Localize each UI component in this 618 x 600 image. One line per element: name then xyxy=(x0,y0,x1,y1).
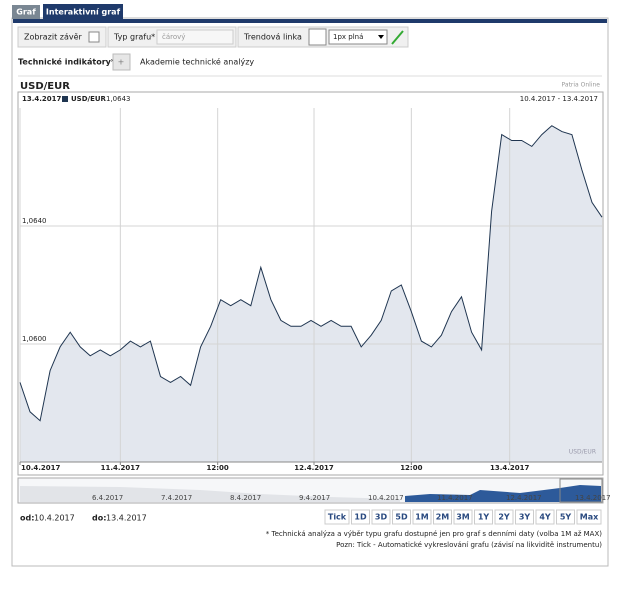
navigator-label: 8.4.2017 xyxy=(230,494,261,502)
period-label[interactable]: 5Y xyxy=(560,513,572,522)
tab-bar xyxy=(13,19,607,23)
select[interactable] xyxy=(328,29,388,45)
x-tick-label: 10.4.2017 xyxy=(21,464,61,472)
header-value: 1,0643 xyxy=(106,95,131,103)
period-button[interactable] xyxy=(392,509,411,525)
navigator-label: 9.4.2017 xyxy=(299,494,330,502)
period-button[interactable] xyxy=(433,509,452,525)
navigator-label: 7.4.2017 xyxy=(161,494,192,502)
navigator-selected xyxy=(405,485,601,502)
period-button[interactable] xyxy=(474,509,493,525)
arrow xyxy=(378,35,384,39)
y-tick-label: 1,0600 xyxy=(22,335,47,343)
navigator-label: 11.4.2017 xyxy=(437,494,473,502)
line xyxy=(19,125,603,422)
period-label[interactable]: 1D xyxy=(354,513,367,522)
period-button[interactable] xyxy=(371,509,391,525)
navigator-label: 6.4.2017 xyxy=(92,494,123,502)
period-button[interactable] xyxy=(453,509,473,525)
navigator-label: 13.4.2017 xyxy=(575,494,611,502)
period-label[interactable]: 3D xyxy=(375,513,388,522)
color-box[interactable] xyxy=(308,28,327,46)
period-label[interactable]: 3M xyxy=(456,513,470,522)
label: Trendová linka xyxy=(243,33,302,42)
navigator-history xyxy=(20,486,400,502)
period-label[interactable]: 2Y xyxy=(498,513,510,522)
select-value[interactable]: čárový xyxy=(162,33,185,41)
date: 10.4.2017 xyxy=(34,514,75,523)
label: Zobrazit závěr xyxy=(24,33,83,42)
legend-swatch xyxy=(62,96,68,102)
select[interactable] xyxy=(156,29,234,45)
period-button[interactable] xyxy=(494,509,514,525)
navigator-label: 12.4.2017 xyxy=(506,494,542,502)
period-button[interactable] xyxy=(412,509,432,525)
select-value[interactable]: 1px plná xyxy=(333,33,363,41)
area xyxy=(20,125,602,462)
period-label[interactable]: 1Y xyxy=(478,513,490,522)
pencil[interactable] xyxy=(391,30,404,45)
tab[interactable] xyxy=(12,5,40,19)
period-label[interactable]: 2M xyxy=(436,513,450,522)
note: * Technická analýza a výběr typu grafu d… xyxy=(266,530,602,538)
tab-label[interactable]: Interaktivní graf xyxy=(46,8,121,17)
checkbox[interactable] xyxy=(88,31,100,43)
date: 13.4.2017 xyxy=(106,514,147,523)
legend-entry: USD/EUR xyxy=(71,95,107,103)
label: Typ grafu* xyxy=(113,33,155,42)
range-label: 10.4.2017 - 13.4.2017 xyxy=(520,95,598,103)
period-button[interactable] xyxy=(535,509,555,525)
period-label[interactable]: 3Y xyxy=(519,513,531,522)
period-button[interactable] xyxy=(324,509,350,525)
period-label[interactable]: 4Y xyxy=(539,513,551,522)
label: Technické indikátory*: xyxy=(18,57,118,67)
period-button[interactable] xyxy=(576,509,602,525)
note: Pozn: Tick - Automatické vykreslování gr… xyxy=(336,541,602,549)
label: od: xyxy=(20,514,34,523)
period-button[interactable] xyxy=(515,509,534,525)
period-label[interactable]: Tick xyxy=(328,513,347,522)
navigator-label: 10.4.2017 xyxy=(368,494,404,502)
x-tick-label: 12:00 xyxy=(207,464,229,472)
watermark: USD/EUR xyxy=(569,449,596,456)
period-label[interactable]: 1M xyxy=(415,513,429,522)
tab-active[interactable] xyxy=(43,4,123,19)
period-label[interactable]: Max xyxy=(580,513,599,522)
period-label[interactable]: 5D xyxy=(395,513,408,522)
x-tick-label: 11.4.2017 xyxy=(101,464,141,472)
button[interactable] xyxy=(112,53,131,71)
chart-title: USD/EUR xyxy=(20,81,70,92)
navigator-window[interactable] xyxy=(559,478,603,503)
period-button[interactable] xyxy=(556,509,575,525)
link[interactable]: Akademie technické analýzy xyxy=(140,57,254,67)
x-tick-label: 12:00 xyxy=(400,464,422,472)
button-label[interactable]: + xyxy=(118,58,125,67)
toolbar-cell xyxy=(17,26,107,48)
y-tick-label: 1,0640 xyxy=(22,217,47,225)
label: do: xyxy=(92,514,106,523)
x-tick-label: 13.4.2017 xyxy=(490,464,530,472)
period-button[interactable] xyxy=(351,509,370,525)
header-date: 13.4.2017 xyxy=(22,95,62,103)
x-tick-label: 12.4.2017 xyxy=(294,464,334,472)
tab-label[interactable]: Graf xyxy=(16,8,36,17)
source: Patria Online xyxy=(562,82,601,89)
